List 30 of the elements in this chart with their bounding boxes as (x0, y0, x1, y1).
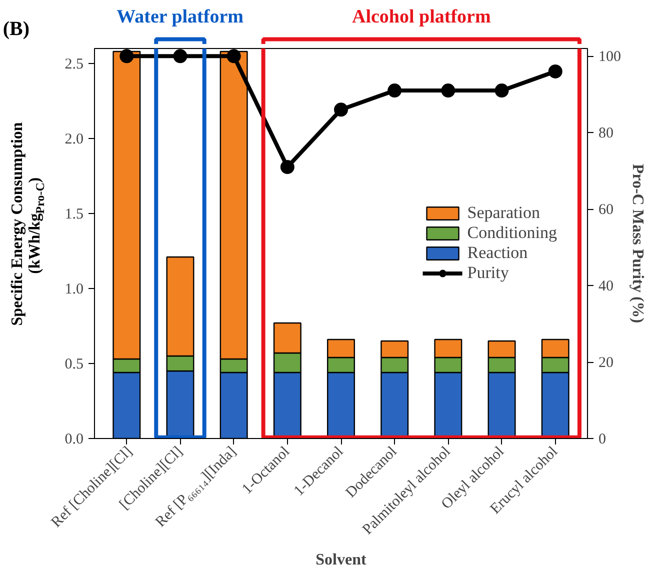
y2-tick-label: 0 (598, 432, 606, 448)
point (226, 49, 241, 64)
point (441, 84, 456, 98)
y-tick-label: 0.0 (64, 432, 84, 448)
y2-tick-label: 80 (598, 126, 614, 142)
point (334, 102, 348, 117)
y-tick-label: 1.5 (64, 206, 84, 222)
point (120, 49, 134, 64)
y-tick-label: 2.5 (64, 56, 84, 72)
legend-label: Purity (467, 263, 509, 283)
y2-axis-title: Pro-C Mass Purity (%) (629, 164, 646, 324)
legend-label: Separation (467, 203, 540, 223)
y2-tick-label: 40 (598, 278, 614, 295)
point (173, 49, 188, 64)
point (280, 160, 294, 174)
point (494, 84, 509, 98)
legend-label: Conditioning (467, 223, 557, 243)
y2-tick-label: 20 (598, 355, 614, 372)
text: Water platform (116, 6, 244, 28)
y2-tick-label: 60 (598, 202, 614, 218)
point (548, 64, 562, 78)
text: Alcohol platform (352, 6, 491, 28)
legend-label: Reaction (467, 243, 528, 263)
y-tick-label: 2.0 (64, 132, 84, 148)
y2-tick-label: 100 (598, 49, 621, 66)
point (388, 84, 402, 98)
y-tick-label: 0.5 (64, 356, 84, 372)
x-axis-title: Solvent (316, 552, 368, 569)
y-tick-label: 1.0 (64, 282, 84, 298)
chart-title: (B) (2, 18, 30, 40)
